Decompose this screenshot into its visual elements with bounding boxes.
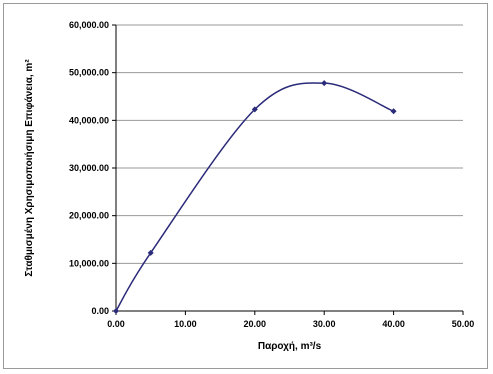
data-point (251, 106, 258, 113)
data-point (390, 108, 397, 115)
x-tick-labels: 0.00 10.00 20.00 30.00 40.00 50.00 (107, 319, 474, 329)
y-axis-title: Σταθμισμένη Χρησιμοποιήσιμη Επιφάνεια, m… (24, 59, 35, 277)
axes (112, 24, 464, 315)
x-tick-label: 0.00 (107, 319, 125, 329)
y-tick-label: 60,000.00 (69, 20, 109, 30)
y-tick-label: 50,000.00 (69, 68, 109, 78)
x-tick-label: 10.00 (174, 319, 197, 329)
y-tick-labels: 0.00 10,000.00 20,000.00 30,000.00 40,000.00… (69, 20, 109, 316)
series (113, 80, 397, 314)
x-tick-label: 50.00 (452, 319, 475, 329)
x-axis-title: Παροχή, m³/s (258, 341, 322, 352)
y-tick-label: 40,000.00 (69, 115, 109, 125)
x-tick-label: 20.00 (244, 319, 267, 329)
data-point (113, 308, 119, 314)
x-tick-label: 40.00 (382, 319, 405, 329)
y-tick-label: 0.00 (91, 306, 109, 316)
chart-frame (3, 3, 488, 369)
gridlines (116, 24, 463, 264)
x-tick-label: 30.00 (313, 319, 336, 329)
y-tick-label: 10,000.00 (69, 258, 109, 268)
series-line (115, 82, 394, 312)
y-tick-label: 20,000.00 (69, 211, 109, 221)
data-point (147, 249, 154, 256)
y-tick-label: 30,000.00 (69, 163, 109, 173)
data-point (321, 80, 328, 87)
